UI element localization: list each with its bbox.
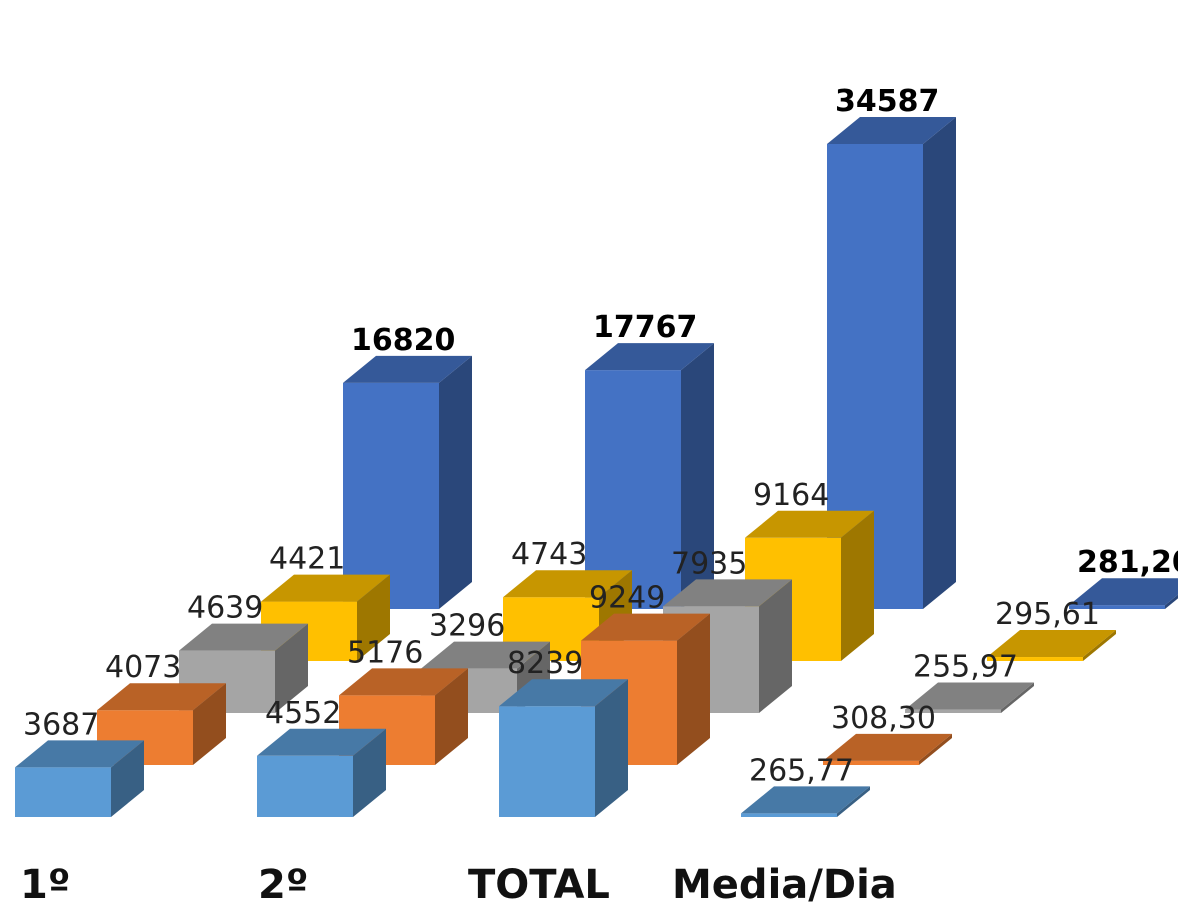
value-label-total-series-3: 7935: [671, 546, 747, 581]
category-label-media-dia: Media/Dia: [672, 862, 897, 908]
category-label-1: 1º: [20, 862, 70, 908]
value-label-1-series-2: 4073: [105, 650, 181, 685]
category-label-2: 2º: [258, 862, 308, 908]
value-label-total-series-4: 9164: [753, 478, 829, 513]
bar-media-dia-series-4: [987, 630, 1116, 661]
bars-layer: [15, 117, 1178, 817]
value-label-media-dia-series-3: 255,97: [913, 650, 1018, 685]
bar-total-series-1: [499, 679, 628, 817]
value-label-1-series-3: 4639: [187, 591, 263, 626]
bar-2-series-5: [585, 343, 714, 609]
bar-total-series-3: [663, 579, 792, 713]
category-label-total: TOTAL: [468, 862, 610, 908]
value-label-1-series-5: 16820: [351, 323, 455, 358]
value-labels-layer: 16820 17767 34587 281,20 4421 4743 9164 295,61 4…: [23, 84, 1178, 788]
value-label-media-dia-series-4: 295,61: [995, 597, 1100, 632]
bar-media-dia-series-2: [823, 733, 952, 765]
bar-1-series-3: [179, 623, 308, 713]
bar-1-series-2: [97, 683, 226, 765]
bar-media-dia-series-3: [905, 682, 1034, 713]
bar-1-series-5: [343, 355, 472, 609]
bar-1-series-1: [15, 740, 144, 817]
value-label-total-series-5: 34587: [835, 84, 939, 119]
value-label-media-dia-series-5: 281,20: [1077, 545, 1178, 580]
value-label-1-series-4: 4421: [269, 542, 345, 577]
bar-2-series-2: [339, 668, 468, 765]
value-label-2-series-3: 3296: [429, 609, 505, 644]
value-label-total-series-1: 8239: [507, 646, 583, 681]
value-label-1-series-1: 3687: [23, 707, 99, 742]
bar-media-dia-series-1: [741, 786, 870, 817]
value-label-media-dia-series-1: 265,77: [749, 753, 854, 788]
value-label-2-series-5: 17767: [593, 310, 697, 345]
bar-media-dia-series-5: [1069, 578, 1178, 609]
value-label-total-series-2: 9249: [589, 581, 665, 616]
value-label-2-series-4: 4743: [511, 537, 587, 572]
value-label-2-series-2: 5176: [347, 635, 423, 670]
bar-2-series-1: [257, 728, 386, 817]
value-label-2-series-1: 4552: [265, 696, 341, 731]
category-labels-layer: 1º 2º TOTAL Media/Dia: [20, 862, 897, 908]
value-label-media-dia-series-2: 308,30: [831, 701, 936, 736]
bar-1-series-4: [261, 574, 390, 661]
